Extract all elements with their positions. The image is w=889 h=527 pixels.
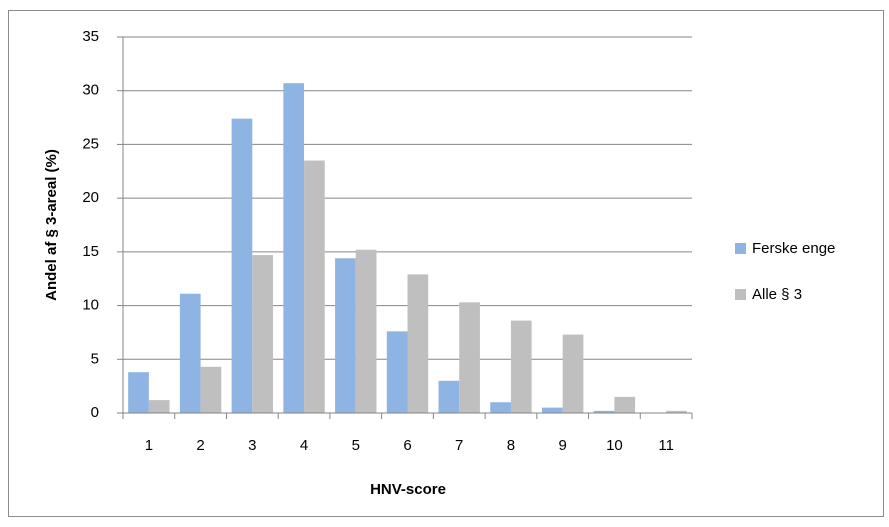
x-tick-label: 4: [300, 437, 308, 454]
x-tick-label: 11: [658, 437, 674, 454]
bar: [614, 396, 636, 413]
y-tick-label: 30: [82, 82, 99, 99]
x-tick-label: 5: [352, 437, 360, 454]
bar: [231, 118, 253, 413]
x-tick-label: 8: [507, 437, 515, 454]
legend-swatch: [735, 243, 746, 254]
x-tick-label: 7: [455, 437, 463, 454]
bar: [148, 400, 170, 413]
x-tick-label: 3: [248, 437, 256, 454]
y-tick-label: 20: [82, 189, 99, 206]
x-tick-label: 6: [403, 437, 411, 454]
x-tick-label: 10: [606, 437, 623, 454]
x-tick-label: 1: [145, 437, 153, 454]
bar: [179, 293, 201, 413]
bar: [386, 331, 408, 413]
bar: [407, 274, 429, 413]
x-tick-label: 2: [196, 437, 204, 454]
legend-label: Alle § 3: [752, 286, 802, 303]
bar: [459, 302, 480, 413]
bar: [593, 410, 615, 413]
y-tick-label: 10: [82, 297, 99, 314]
bar: [304, 160, 325, 413]
bar: [283, 83, 305, 414]
bar: [666, 410, 687, 413]
x-tick-label: 9: [559, 437, 567, 454]
bar: [200, 366, 222, 413]
bar: [562, 334, 584, 413]
legend-label: Ferske enge: [752, 240, 835, 257]
y-axis-title: Andel af § 3-areal (%): [43, 149, 60, 301]
bar: [355, 249, 377, 413]
y-tick-label: 25: [82, 135, 99, 152]
bar: [490, 402, 511, 413]
y-tick-label: 35: [82, 28, 99, 45]
bar: [438, 380, 460, 413]
y-tick-label: 0: [91, 404, 99, 421]
y-tick-label: 5: [91, 350, 99, 367]
y-tick-label: 15: [82, 243, 99, 260]
x-axis-title: HNV-score: [370, 481, 446, 498]
bar: [128, 372, 149, 413]
bar: [541, 407, 563, 413]
bar: [252, 255, 274, 413]
bar: [335, 258, 356, 413]
legend-swatch: [735, 289, 746, 300]
chart-border: [8, 10, 884, 517]
bar: [510, 320, 532, 413]
